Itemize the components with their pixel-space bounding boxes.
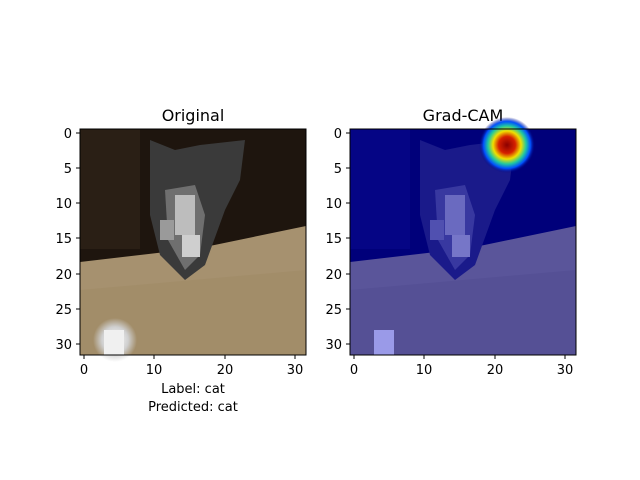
gradcam-title: Grad-CAM — [423, 106, 504, 125]
original-y-axis: 0 5 10 15 20 25 30 — [55, 127, 80, 353]
y-tick-label: 25 — [55, 303, 72, 318]
x-tick-label: 0 — [80, 363, 88, 378]
y-tick-label: 30 — [325, 338, 342, 353]
predicted-caption: Predicted: cat — [148, 400, 238, 415]
y-tick-label: 5 — [334, 162, 342, 177]
y-tick-label: 10 — [55, 197, 72, 212]
y-tick-label: 5 — [64, 162, 72, 177]
x-tick-label: 20 — [487, 363, 504, 378]
y-tick-label: 15 — [325, 232, 342, 247]
y-tick-label: 20 — [325, 268, 342, 283]
x-tick-label: 0 — [350, 363, 358, 378]
y-tick-label: 0 — [64, 127, 72, 142]
gradcam-panel: Grad-CAM 0 10 20 30 — [325, 106, 577, 378]
gradcam-x-axis: 0 10 20 30 — [350, 355, 573, 378]
y-tick-label: 30 — [55, 338, 72, 353]
y-tick-label: 15 — [55, 232, 72, 247]
y-tick-label: 10 — [325, 197, 342, 212]
y-tick-label: 25 — [325, 303, 342, 318]
label-caption: Label: cat — [161, 382, 225, 397]
x-tick-label: 10 — [416, 363, 433, 378]
x-tick-label: 30 — [287, 363, 304, 378]
y-tick-label: 0 — [334, 127, 342, 142]
original-image — [80, 129, 306, 362]
original-x-axis: 0 10 20 30 — [80, 355, 303, 378]
x-tick-label: 30 — [557, 363, 574, 378]
activation-hotspot — [479, 117, 535, 173]
gradcam-y-axis: 0 5 10 15 20 25 30 — [325, 127, 350, 353]
original-panel: Original 0 10 20 30 — [55, 106, 307, 415]
y-tick-label: 20 — [55, 268, 72, 283]
original-axes-frame — [79, 128, 307, 356]
original-title: Original — [162, 106, 225, 125]
gradcam-image — [350, 117, 576, 355]
gradcam-axes-frame — [349, 128, 577, 356]
x-tick-label: 10 — [146, 363, 163, 378]
x-tick-label: 20 — [217, 363, 234, 378]
